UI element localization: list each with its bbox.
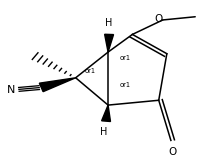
- Polygon shape: [105, 34, 114, 52]
- Text: O: O: [155, 14, 163, 24]
- Text: H: H: [100, 127, 108, 137]
- Polygon shape: [102, 105, 111, 122]
- Text: O: O: [169, 147, 177, 157]
- Text: N: N: [7, 85, 15, 95]
- Text: or1: or1: [119, 55, 130, 61]
- Text: or1: or1: [119, 82, 130, 88]
- Text: H: H: [105, 18, 113, 28]
- Polygon shape: [39, 78, 76, 92]
- Text: or1: or1: [85, 68, 96, 74]
